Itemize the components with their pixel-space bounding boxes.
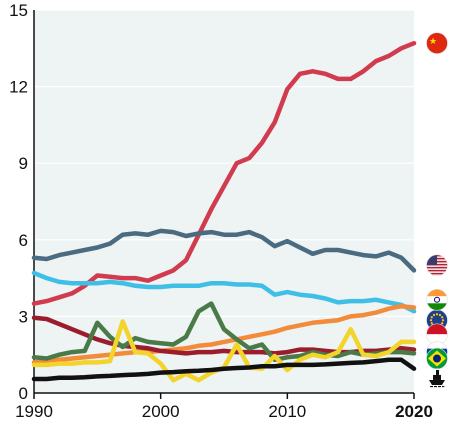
series-line-ship <box>31 357 417 382</box>
series-line-russia-flag <box>31 301 417 363</box>
series-line-india-flag <box>31 303 417 365</box>
x-tick-label: 2020 <box>395 402 433 421</box>
ship-icon <box>426 368 448 390</box>
series-line-usa-flag <box>31 228 417 273</box>
series-lines <box>31 40 417 383</box>
series-line-china-flag <box>31 40 417 306</box>
india-flag-icon <box>426 289 448 311</box>
y-tick-label: 6 <box>19 231 28 250</box>
series-line-eu-flag <box>31 270 417 314</box>
usa-flag-icon <box>426 254 448 277</box>
y-tick-label: 0 <box>19 384 28 403</box>
x-tick-label: 2000 <box>142 402 180 421</box>
svg-text:★: ★ <box>429 36 437 46</box>
y-tick-label: 12 <box>9 78 28 97</box>
y-tick-label: 9 <box>19 154 28 173</box>
brazil-flag-icon <box>426 347 448 370</box>
legend-icons: ★ <box>426 32 448 390</box>
x-tick-label: 1990 <box>15 402 53 421</box>
china-flag-icon: ★ <box>426 32 448 54</box>
axes: 0 3 6 9 12 15 1990 2000 2010 2020 <box>9 1 433 421</box>
y-tick-label: 3 <box>19 307 28 326</box>
x-tick-label: 2010 <box>268 402 306 421</box>
y-tick-label: 15 <box>9 1 28 20</box>
